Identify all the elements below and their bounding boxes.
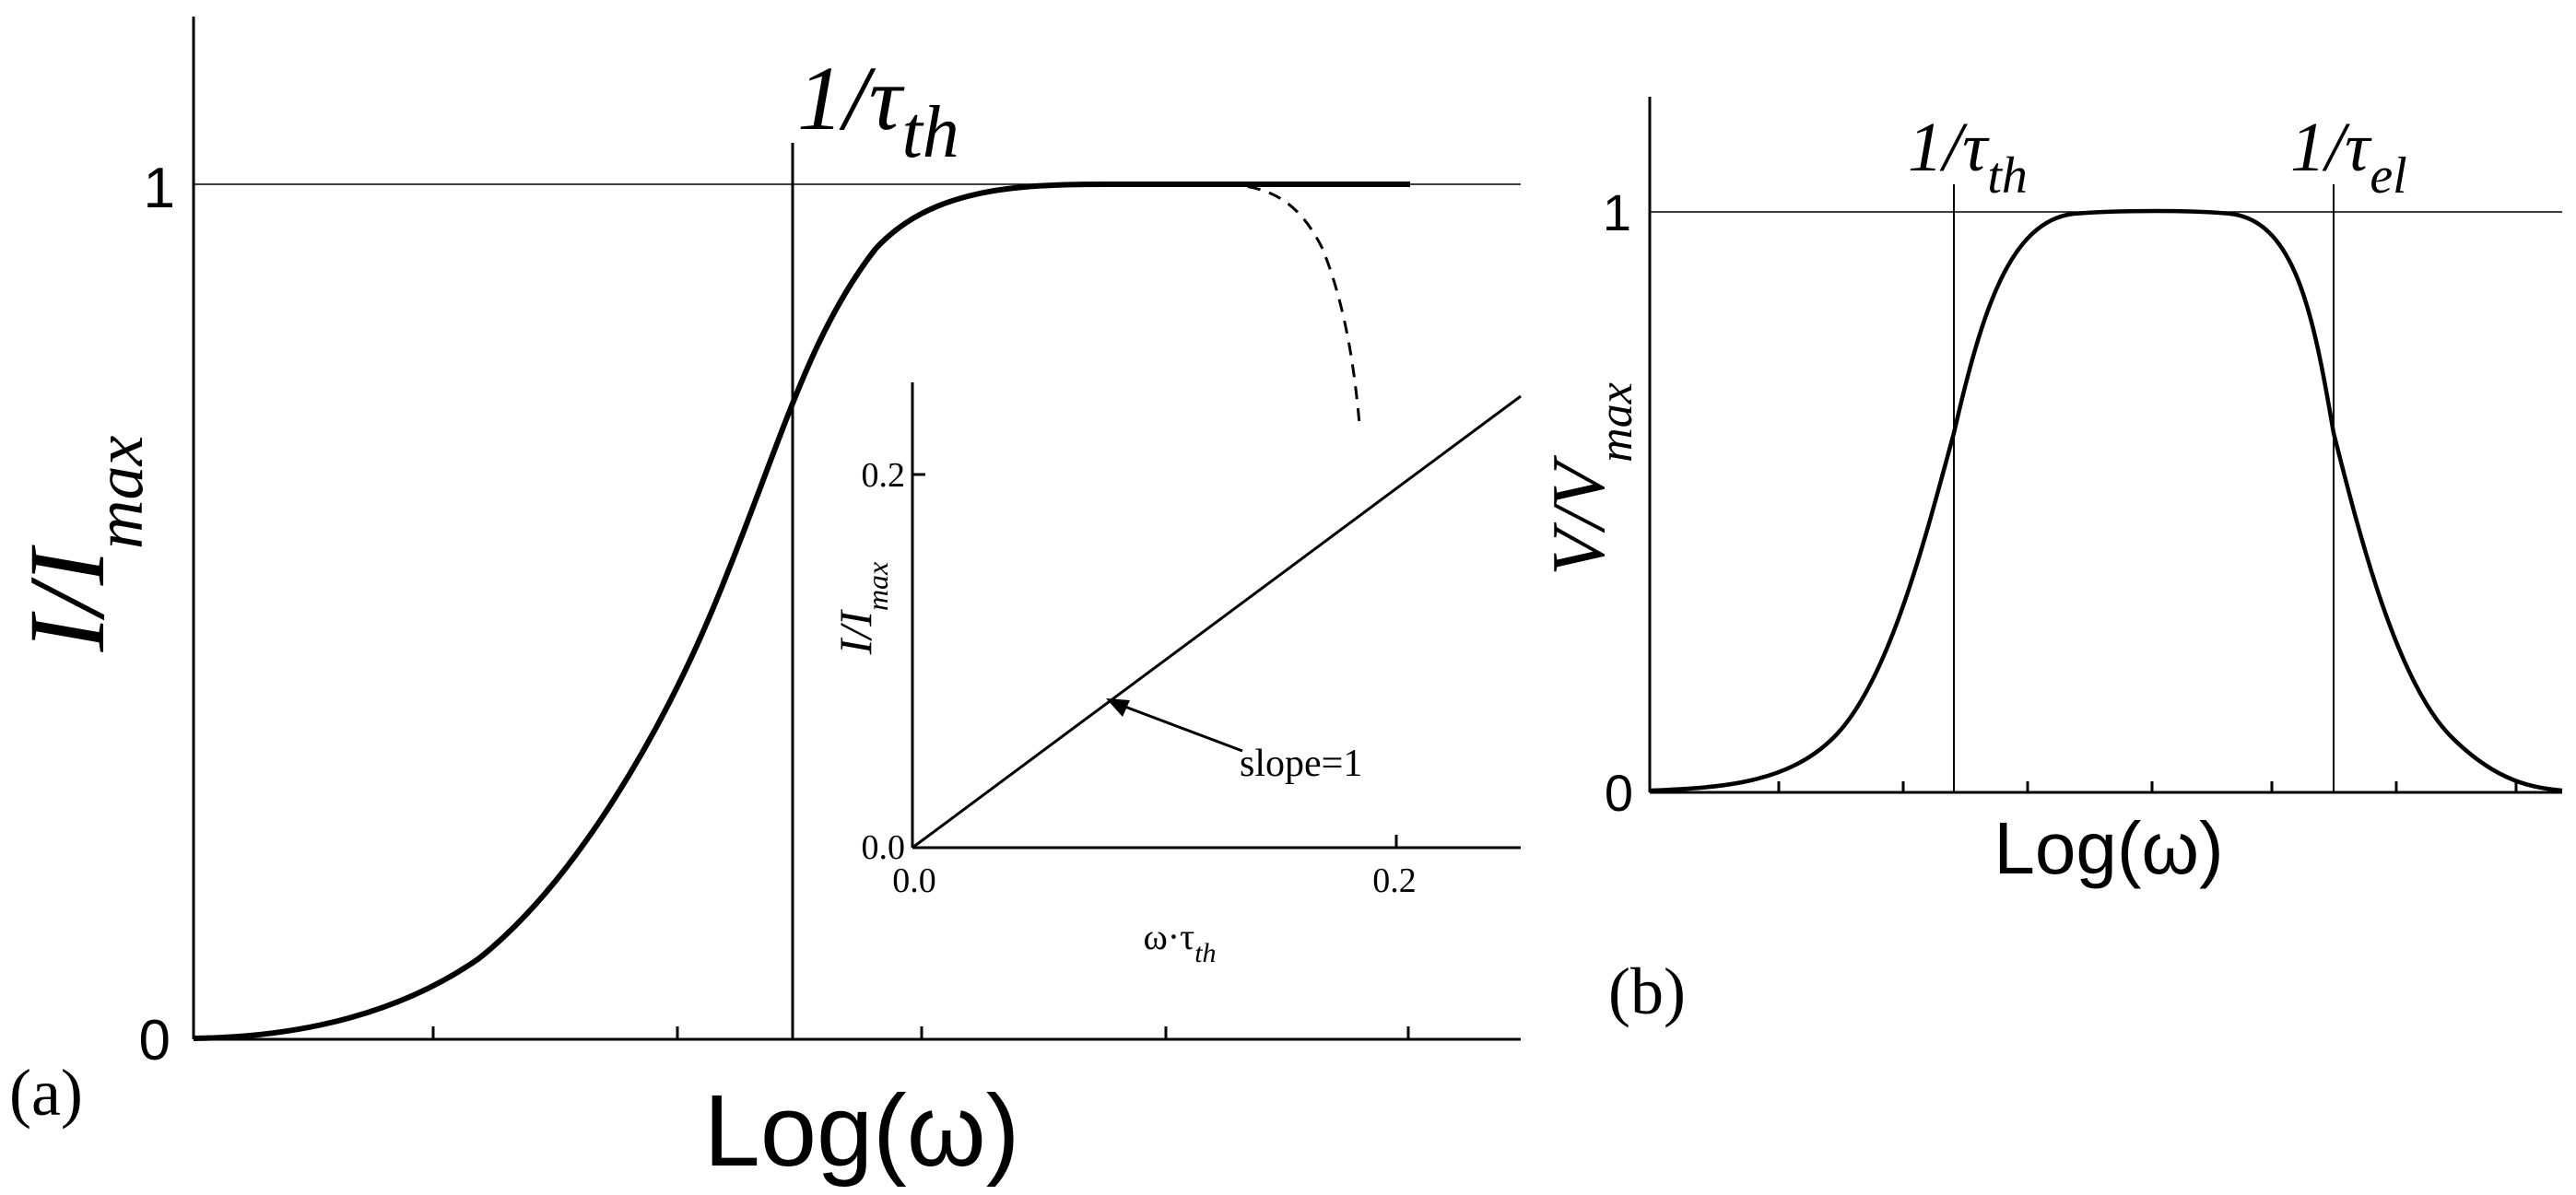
panel-b-tau-th-main: 1/τ — [1908, 109, 1990, 186]
panel-a-ylabel-main: I/I — [6, 545, 127, 652]
panel-b-tau-th-label: 1/τth — [1908, 109, 2028, 205]
panel-b-tau-th-sub: th — [1987, 147, 2028, 205]
inset-ytick-00: 0.0 — [862, 828, 906, 867]
panel-b-tau-el-label: 1/τel — [2290, 109, 2407, 205]
inset-ylabel-main: I/I — [829, 609, 881, 656]
panel-b-ytick-0: 0 — [1605, 764, 1633, 822]
panel-a-y-axis-label: I/Imax — [6, 436, 158, 653]
panel-a-x-axis-label: Log(ω) — [704, 1074, 1020, 1188]
panel-b-label: (b) — [1608, 955, 1686, 1028]
inset-ylabel-sub: max — [861, 562, 894, 611]
panel-b-curve — [1649, 208, 2563, 793]
inset-ytick-02: 0.2 — [862, 456, 906, 495]
panel-a-x-ticks — [431, 1026, 1410, 1039]
panel-b-y-axis-label: V/Vmax — [1536, 382, 1642, 576]
panel-b-x-ticks — [1777, 781, 2518, 792]
inset-xtick-00: 0.0 — [892, 861, 936, 900]
inset: 0.2 0.0 0.0 0.2 ω·τth I/Imax slope=1 — [829, 382, 1522, 968]
panel-a-tau-th-label: 1/τth — [797, 47, 959, 173]
svg-text:I/Imax: I/Imax — [829, 562, 894, 656]
svg-text:I/Imax: I/Imax — [6, 436, 158, 653]
inset-slope-line — [912, 394, 1522, 849]
panel-a-dashed-curve — [1225, 182, 1361, 425]
inset-xlabel-sub: th — [1194, 938, 1216, 968]
panel-b: 1 0 Log(ω) (b) 1/τth 1/τel V/Vmax — [1536, 97, 2563, 1028]
panel-a-label: (a) — [9, 1056, 83, 1130]
panel-a-ytick-0: 0 — [139, 1009, 171, 1072]
panel-b-tau-el-main: 1/τ — [2290, 109, 2372, 186]
slope-arrow-head — [1106, 698, 1130, 717]
panel-a: 1 0 (a) Log(ω) 1/τth I/Imax — [6, 17, 1521, 1188]
inset-y-axis-label: I/Imax — [829, 562, 894, 656]
inset-xtick-02: 0.2 — [1372, 861, 1417, 900]
slope-arrow-line — [1114, 701, 1243, 753]
panel-b-ytick-1: 1 — [1603, 183, 1631, 241]
inset-x-axis-label: ω·τth — [1143, 916, 1216, 968]
inset-xlabel-main: ω·τ — [1143, 916, 1194, 957]
panel-a-tau-th-sub: th — [902, 92, 959, 173]
panel-a-tau-th-main: 1/τ — [797, 47, 905, 149]
slope-annotation: slope=1 — [1240, 743, 1362, 785]
panel-a-ylabel-sub: max — [82, 436, 158, 549]
panel-b-tau-el-sub: el — [2370, 147, 2406, 205]
panel-a-ytick-1: 1 — [144, 157, 175, 220]
panel-b-x-axis-label: Log(ω) — [1994, 807, 2223, 889]
panel-b-ylabel-sub: max — [1590, 382, 1642, 463]
panel-a-solid-curve — [193, 182, 1410, 1041]
panel-b-ylabel-main: V/V — [1536, 455, 1620, 576]
svg-text:V/Vmax: V/Vmax — [1536, 382, 1642, 576]
